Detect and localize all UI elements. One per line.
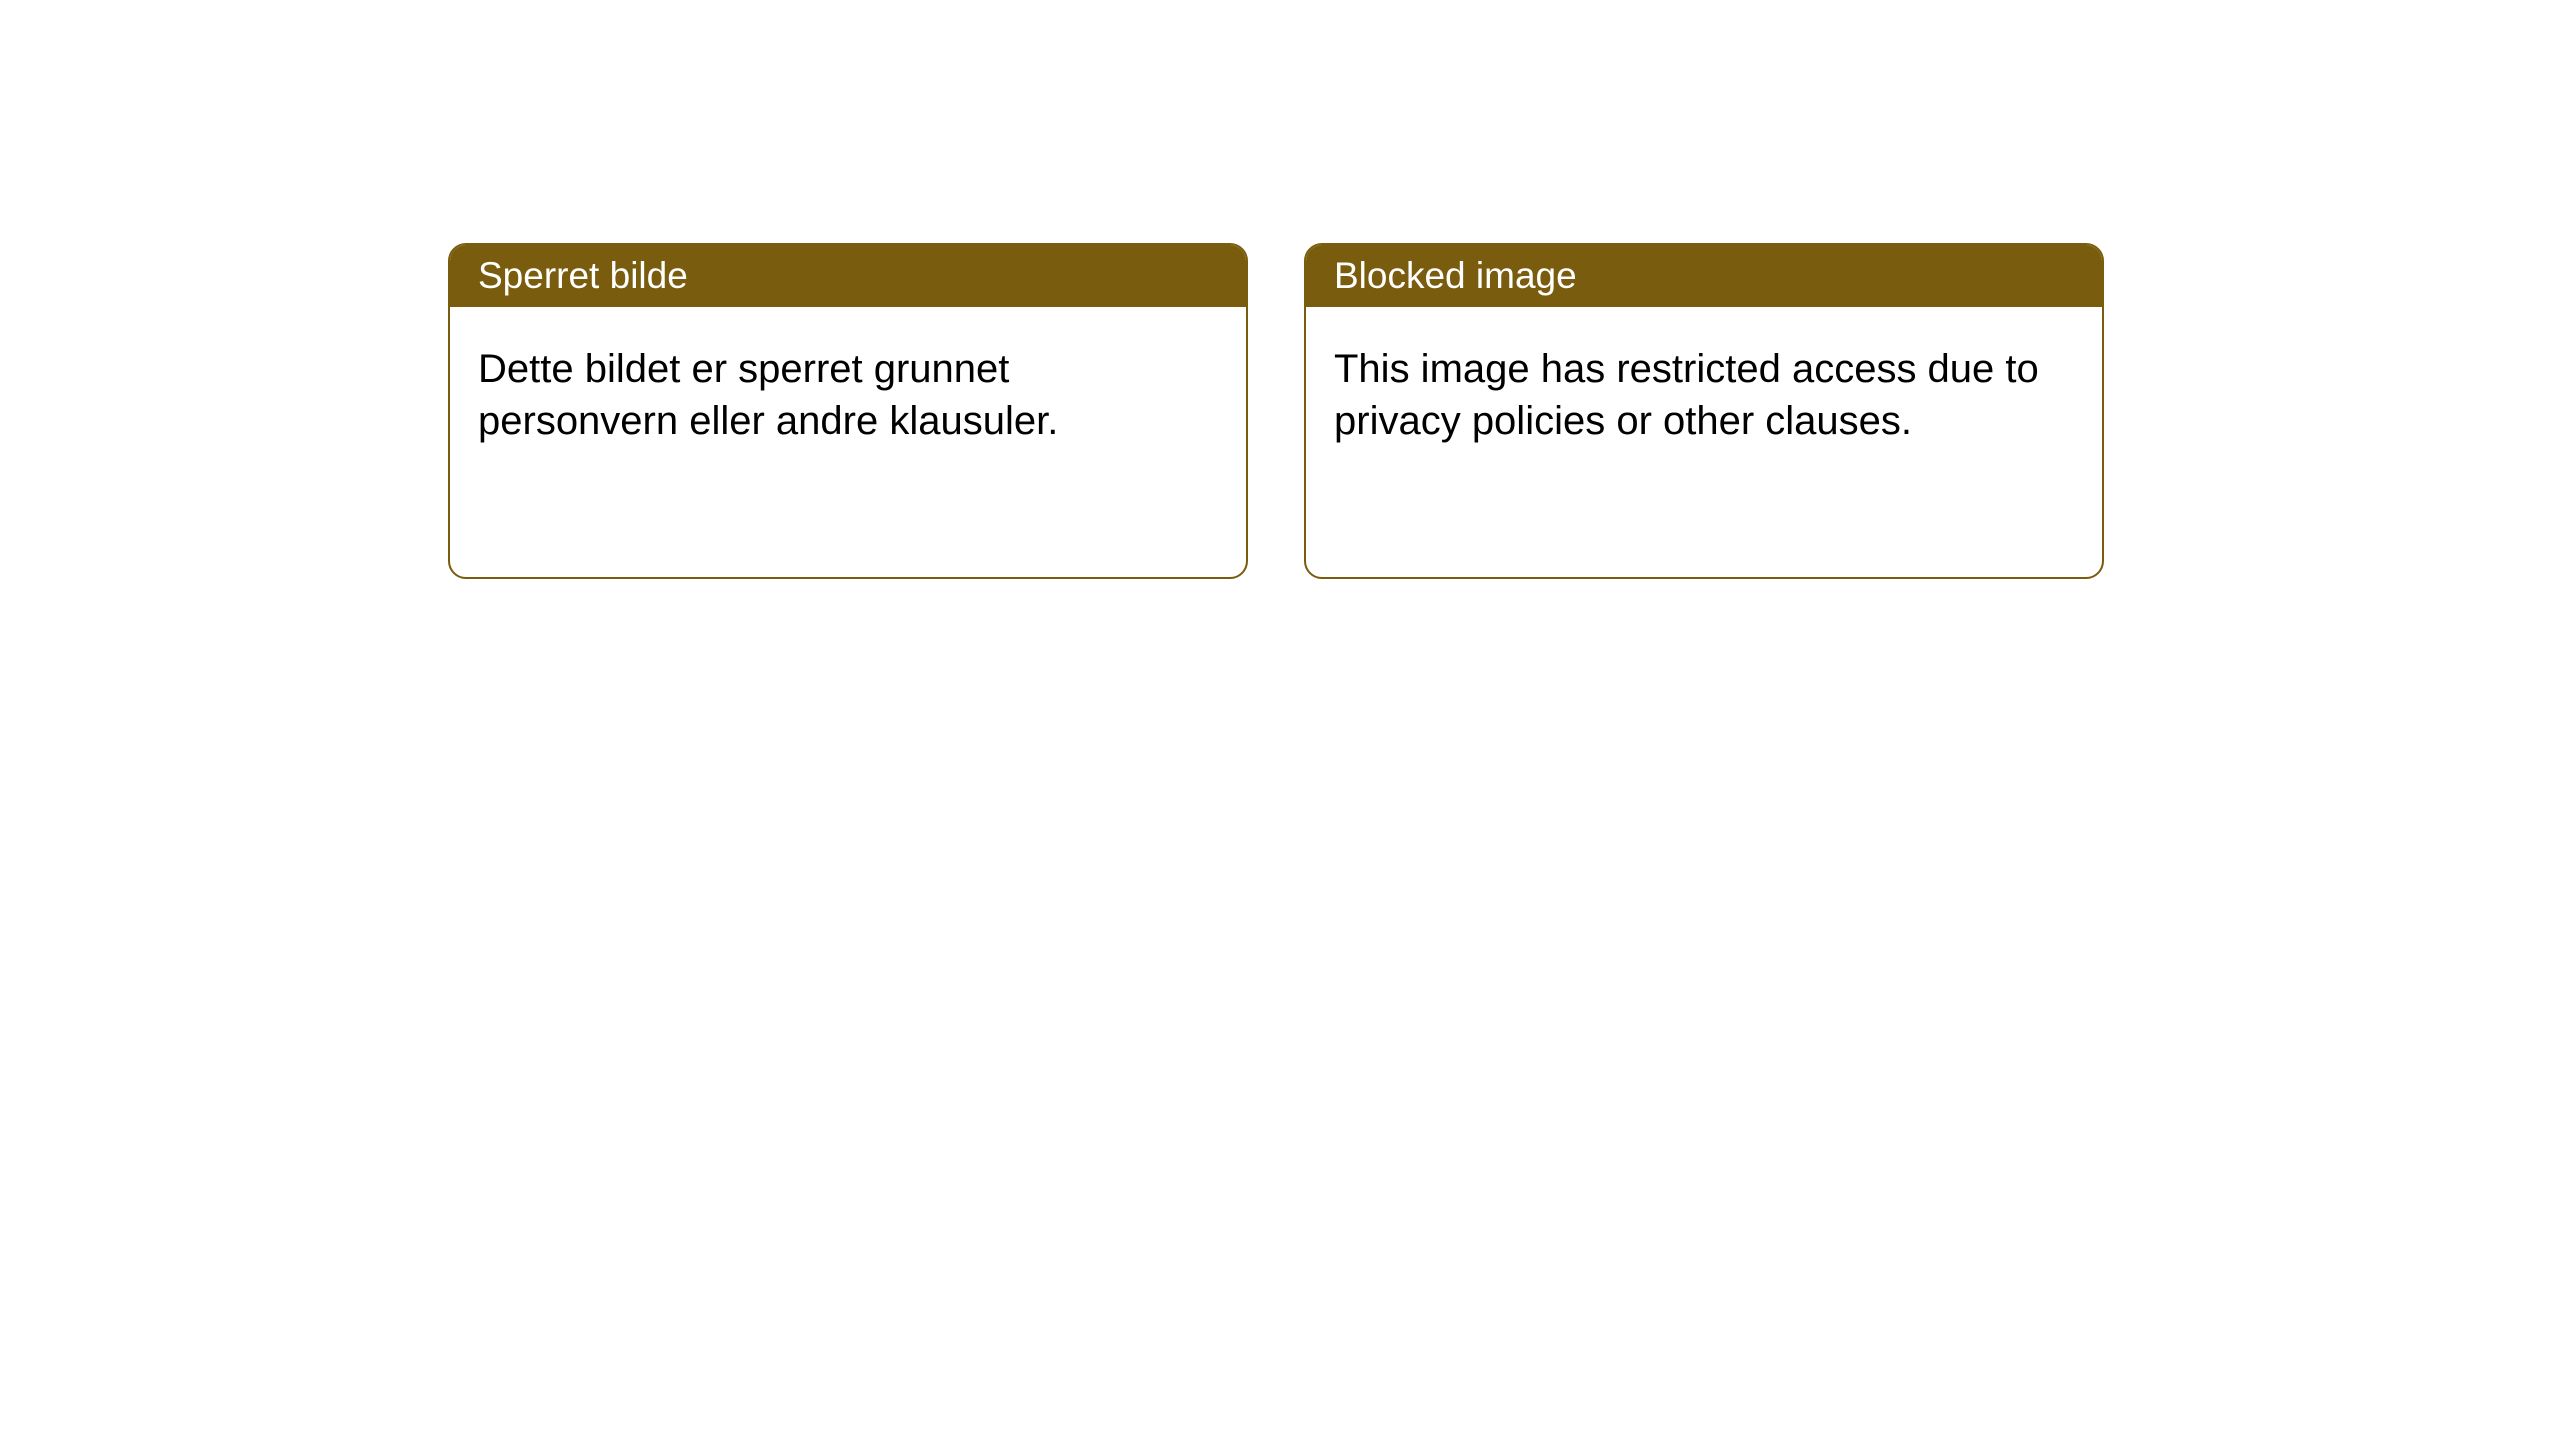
notice-card-norwegian: Sperret bilde Dette bildet er sperret gr… — [448, 243, 1248, 579]
notice-body: This image has restricted access due to … — [1306, 307, 2102, 577]
notice-container: Sperret bilde Dette bildet er sperret gr… — [0, 0, 2560, 579]
notice-body: Dette bildet er sperret grunnet personve… — [450, 307, 1246, 577]
notice-header: Sperret bilde — [450, 245, 1246, 307]
notice-header: Blocked image — [1306, 245, 2102, 307]
notice-card-english: Blocked image This image has restricted … — [1304, 243, 2104, 579]
